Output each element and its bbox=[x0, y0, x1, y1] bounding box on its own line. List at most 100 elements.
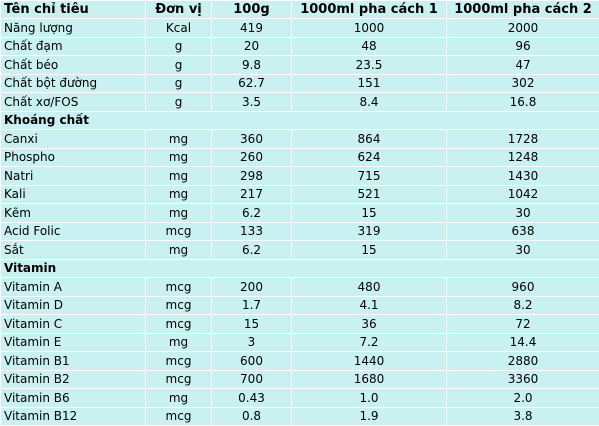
cell: 7.2 bbox=[291, 332, 447, 352]
cell: mg bbox=[145, 129, 212, 149]
data-row: Canxi mg 360 864 1728 bbox=[0, 129, 599, 149]
cell: mg bbox=[145, 388, 212, 408]
row-label: Acid Folic bbox=[0, 221, 146, 241]
data-row: Chất xơ/FOS g 3.5 8.4 16.8 bbox=[0, 92, 599, 112]
row-label: Kali bbox=[0, 184, 146, 204]
section-row: Khoáng chất bbox=[0, 110, 599, 130]
cell: g bbox=[145, 92, 212, 112]
cell: mcg bbox=[145, 221, 212, 241]
cell: 2.0 bbox=[446, 388, 599, 408]
cell: 6.2 bbox=[211, 203, 292, 223]
data-row: Năng lượng Kcal 419 1000 2000 bbox=[0, 18, 599, 38]
cell: mcg bbox=[145, 406, 212, 426]
cell: 62.7 bbox=[211, 73, 292, 93]
cell: 3.5 bbox=[211, 92, 292, 112]
row-label: Chất đạm bbox=[0, 36, 146, 56]
cell: 1728 bbox=[446, 129, 599, 149]
cell: 48 bbox=[291, 36, 447, 56]
section-title: Vitamin bbox=[0, 258, 599, 278]
row-label: Phospho bbox=[0, 147, 146, 167]
cell: 36 bbox=[291, 314, 447, 334]
cell: 217 bbox=[211, 184, 292, 204]
cell: g bbox=[145, 73, 212, 93]
row-label: Vitamin B2 bbox=[0, 369, 146, 389]
cell: 8.2 bbox=[446, 295, 599, 315]
cell: mg bbox=[145, 184, 212, 204]
row-label: Natri bbox=[0, 166, 146, 186]
data-row: Acid Folic mcg 133 319 638 bbox=[0, 221, 599, 241]
cell: 3.8 bbox=[446, 406, 599, 426]
cell: 2880 bbox=[446, 351, 599, 371]
data-row: Vitamin B12 mcg 0.8 1.9 3.8 bbox=[0, 406, 599, 426]
row-label: Kẽm bbox=[0, 203, 146, 223]
section-title: Khoáng chất bbox=[0, 110, 599, 130]
row-label: Canxi bbox=[0, 129, 146, 149]
cell: mcg bbox=[145, 369, 212, 389]
cell: 1680 bbox=[291, 369, 447, 389]
cell: 4.1 bbox=[291, 295, 447, 315]
data-row: Kali mg 217 521 1042 bbox=[0, 184, 599, 204]
data-row: Vitamin B1 mcg 600 1440 2880 bbox=[0, 351, 599, 371]
cell: 1.0 bbox=[291, 388, 447, 408]
row-label: Vitamin B6 bbox=[0, 388, 146, 408]
cell: 20 bbox=[211, 36, 292, 56]
cell: 638 bbox=[446, 221, 599, 241]
cell: 72 bbox=[446, 314, 599, 334]
row-label: Chất bột đường bbox=[0, 73, 146, 93]
cell: 1248 bbox=[446, 147, 599, 167]
cell: 151 bbox=[291, 73, 447, 93]
cell: 1440 bbox=[291, 351, 447, 371]
cell: 624 bbox=[291, 147, 447, 167]
cell: 319 bbox=[291, 221, 447, 241]
cell: 260 bbox=[211, 147, 292, 167]
data-row: Natri mg 298 715 1430 bbox=[0, 166, 599, 186]
cell: 30 bbox=[446, 203, 599, 223]
cell: 1430 bbox=[446, 166, 599, 186]
cell: 15 bbox=[291, 203, 447, 223]
cell: 200 bbox=[211, 277, 292, 297]
data-row: Vitamin B2 mcg 700 1680 3360 bbox=[0, 369, 599, 389]
cell: 15 bbox=[211, 314, 292, 334]
data-row: Vitamin B6 mg 0.43 1.0 2.0 bbox=[0, 388, 599, 408]
cell: mcg bbox=[145, 351, 212, 371]
cell: 960 bbox=[446, 277, 599, 297]
cell: 9.8 bbox=[211, 55, 292, 75]
cell: 1.9 bbox=[291, 406, 447, 426]
data-row: Kẽm mg 6.2 15 30 bbox=[0, 203, 599, 223]
cell: 16.8 bbox=[446, 92, 599, 112]
cell: 302 bbox=[446, 73, 599, 93]
cell: 864 bbox=[291, 129, 447, 149]
cell: 96 bbox=[446, 36, 599, 56]
row-label: Vitamin B1 bbox=[0, 351, 146, 371]
column-header: 1000ml pha cách 1 bbox=[291, 0, 447, 19]
row-label: Sắt bbox=[0, 240, 146, 260]
cell: 47 bbox=[446, 55, 599, 75]
cell: 0.8 bbox=[211, 406, 292, 426]
row-label: Chất xơ/FOS bbox=[0, 92, 146, 112]
cell: mcg bbox=[145, 295, 212, 315]
cell: 1000 bbox=[291, 18, 447, 38]
row-label: Vitamin C bbox=[0, 314, 146, 334]
row-label: Năng lượng bbox=[0, 18, 146, 38]
cell: 23.5 bbox=[291, 55, 447, 75]
cell: 30 bbox=[446, 240, 599, 260]
cell: mg bbox=[145, 166, 212, 186]
column-header: Đơn vị bbox=[145, 0, 212, 19]
cell: g bbox=[145, 36, 212, 56]
section-row: Vitamin bbox=[0, 258, 599, 278]
cell: 600 bbox=[211, 351, 292, 371]
cell: 715 bbox=[291, 166, 447, 186]
cell: 8.4 bbox=[291, 92, 447, 112]
cell: 15 bbox=[291, 240, 447, 260]
cell: 1042 bbox=[446, 184, 599, 204]
row-label: Chất béo bbox=[0, 55, 146, 75]
row-label: Vitamin A bbox=[0, 277, 146, 297]
cell: 2000 bbox=[446, 18, 599, 38]
cell: mg bbox=[145, 240, 212, 260]
column-header: 100g bbox=[211, 0, 292, 19]
